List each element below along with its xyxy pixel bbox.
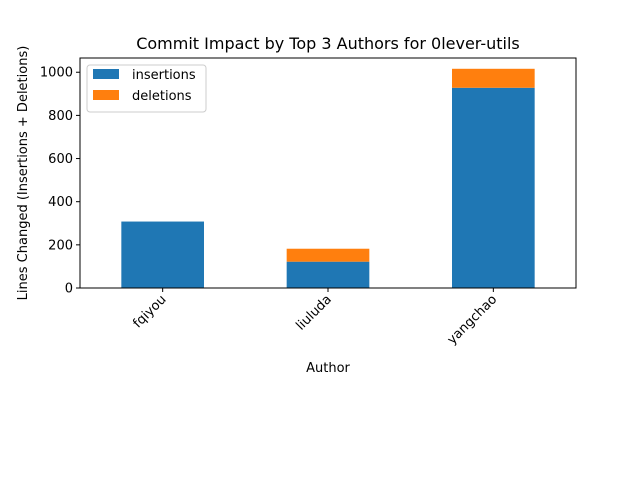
legend-swatch-deletions (93, 90, 119, 100)
legend-swatch-insertions (93, 69, 119, 79)
plot-frame (79, 57, 577, 289)
y-tick-label: 400 (48, 195, 73, 210)
x-axis-label: Author (306, 361, 350, 376)
legend-label-deletions: deletions (132, 89, 192, 104)
legend-label-insertions: insertions (132, 68, 196, 83)
chart-title: Commit Impact by Top 3 Authors for 0leve… (136, 34, 520, 53)
legend: insertions deletions (86, 64, 207, 113)
bar-deletions-liuluda (286, 248, 370, 262)
y-tick-label: 600 (48, 152, 73, 167)
bar-insertions-liuluda (286, 261, 370, 288)
bar-insertions-yangchao (452, 87, 535, 288)
y-tick-label: 0 (65, 282, 73, 297)
y-tick-label: 200 (48, 238, 73, 253)
y-axis-ticks: 0 200 400 600 800 1000 (40, 66, 80, 297)
y-tick-label: 800 (48, 109, 73, 124)
y-axis-label: Lines Changed (Insertions + Deletions) (16, 46, 31, 301)
y-tick-label: 1000 (40, 66, 73, 81)
bar-insertions-fqiyou (121, 221, 204, 288)
bars-layer (121, 68, 535, 288)
bar-deletions-yangchao (452, 68, 535, 88)
